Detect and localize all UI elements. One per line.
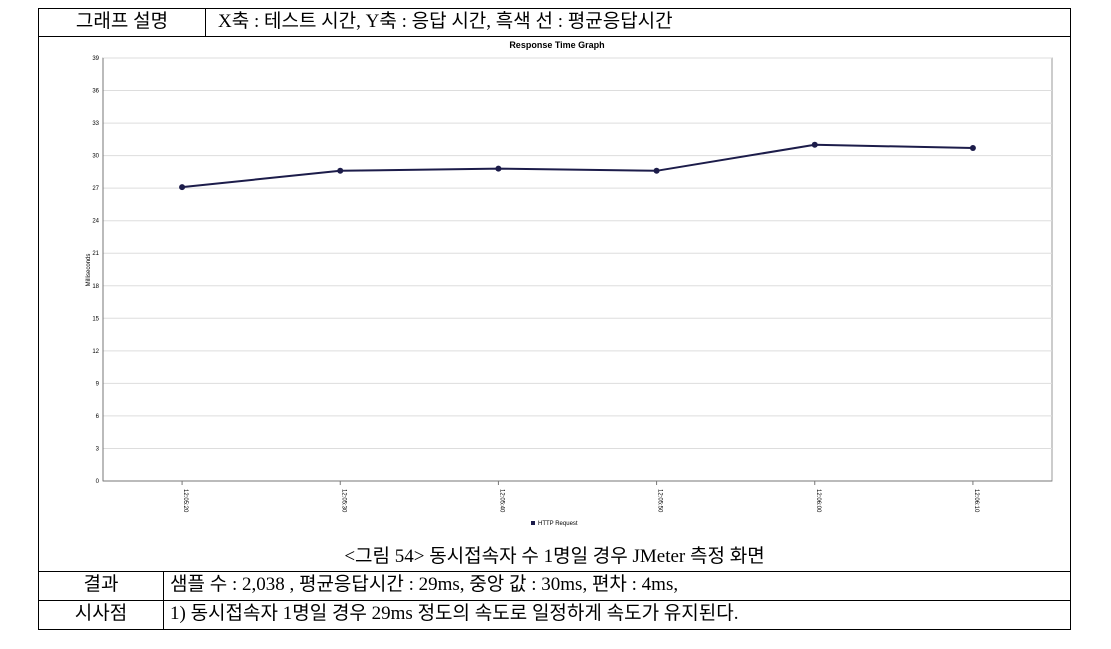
legend-marker [531,521,535,525]
caption: <그림 54> 동시접속자 수 1명일 경우 JMeter 측정 화면 [344,546,765,567]
y-tick-label: 3 [96,446,100,452]
y-tick-label: 9 [96,381,100,387]
x-tick-label: 12:05:50 [657,489,663,513]
row-text: 1) 동시접속자 1명일 경우 29ms 정도의 속도로 일정하게 속도가 유지… [163,600,1071,630]
y-axis-label: Milliseconds [86,254,92,287]
y-tick-label: 36 [92,89,99,95]
chart-title: Response Time Graph [509,40,604,50]
y-tick-label: 15 [92,316,99,322]
x-tick-label: 12:06:10 [973,489,979,513]
y-tick-label: 21 [92,251,99,257]
point [811,141,818,148]
point [179,184,186,191]
x-tick-label: 12:05:30 [340,489,346,513]
y-tick-label: 39 [92,56,99,62]
point [653,167,660,174]
x-tick-label: 12:05:40 [498,489,504,513]
y-tick-label: 24 [92,219,99,225]
y-tick-label: 0 [96,479,100,485]
y-tick-label: 18 [92,284,99,290]
plot-area [102,57,1053,482]
point [337,167,344,174]
legend-label: HTTP Request [538,521,578,527]
x-tick-label: 12:05:20 [182,489,188,513]
y-tick-label: 12 [92,349,99,355]
y-tick-label: 6 [96,414,100,420]
x-tick-label: 12:06:00 [815,489,821,513]
y-tick-label: 33 [92,121,99,127]
series-line [181,143,973,189]
point [495,165,502,172]
y-tick-label: 30 [92,154,99,160]
point [969,145,976,152]
y-tick-label: 27 [92,186,99,192]
